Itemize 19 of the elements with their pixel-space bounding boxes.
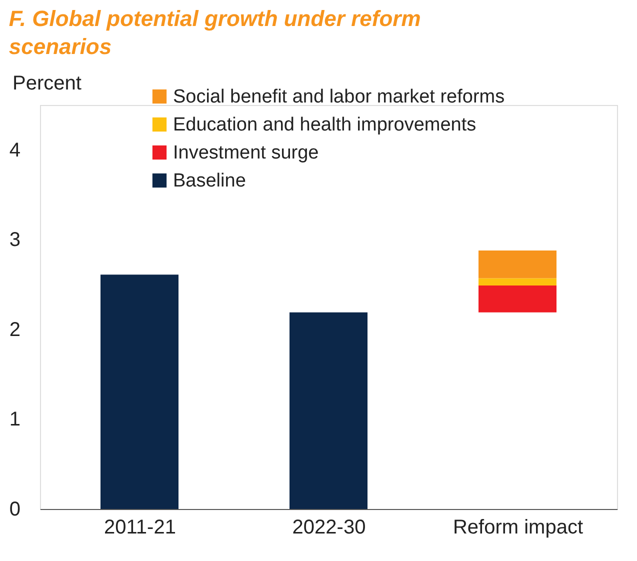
x-tick-label: 2022-30: [292, 516, 366, 538]
legend-label: Education and health improvements: [173, 114, 476, 136]
legend-label: Social benefit and labor market reforms: [173, 86, 505, 108]
bar: [100, 274, 178, 509]
y-tick-label: 0: [9, 498, 20, 520]
legend-label: Investment surge: [173, 142, 319, 164]
bar: [290, 312, 368, 509]
y-tick-label: 2: [9, 318, 20, 341]
y-tick-label: 1: [9, 408, 20, 431]
y-tick-label: 4: [9, 139, 20, 162]
y-axis-title: Percent: [12, 72, 82, 94]
bar: [478, 285, 556, 312]
bar: [478, 278, 556, 286]
legend-label: Baseline: [173, 170, 246, 192]
x-tick-label: 2011-21: [104, 516, 176, 538]
x-tick-label: Reform impact: [452, 516, 584, 538]
chart-title: F. Global potential growth under reform scenarios: [8, 6, 421, 59]
y-tick-label: 3: [9, 229, 20, 252]
bar: [478, 250, 556, 278]
